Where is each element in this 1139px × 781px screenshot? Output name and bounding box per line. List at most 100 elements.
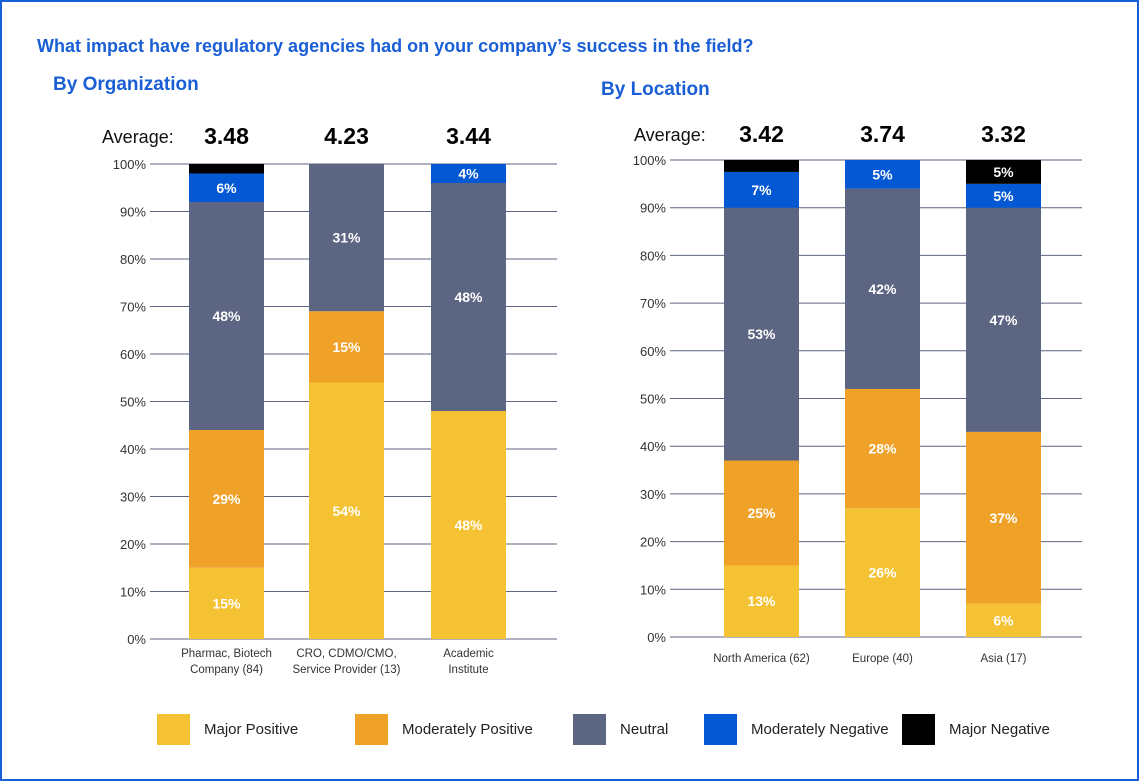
- average-value: 3.32: [981, 121, 1026, 147]
- bar-segment: [966, 183, 1041, 208]
- data-label: 25%: [747, 505, 776, 521]
- bar-segment: [189, 202, 264, 430]
- y-tick-label: 20%: [120, 537, 146, 552]
- bar-segment: [431, 411, 506, 639]
- data-label: 7%: [751, 182, 772, 198]
- bar-segment: [845, 388, 920, 509]
- data-label: 5%: [993, 164, 1014, 180]
- y-tick-label: 50%: [640, 392, 666, 407]
- y-tick-label: 60%: [120, 347, 146, 362]
- y-tick-label: 20%: [640, 535, 666, 550]
- average-label: Average:: [634, 125, 706, 145]
- data-label: 54%: [332, 503, 361, 519]
- bar-segment: [189, 164, 264, 174]
- x-tick-label: Company (84): [190, 664, 263, 676]
- legend-label: Major Positive: [204, 721, 299, 738]
- data-label: 31%: [332, 230, 361, 246]
- bar-segment: [309, 311, 384, 383]
- y-tick-label: 50%: [120, 395, 146, 410]
- y-tick-label: 80%: [120, 252, 146, 267]
- legend-label: Moderately Positive: [402, 721, 533, 738]
- data-label: 4%: [458, 166, 479, 182]
- bar-segment: [309, 164, 384, 312]
- x-tick-label: Institute: [448, 664, 488, 676]
- bar-segment: [724, 460, 799, 566]
- bar-segment: [966, 207, 1041, 432]
- y-tick-label: 70%: [120, 300, 146, 315]
- y-tick-label: 0%: [647, 630, 666, 645]
- y-tick-label: 30%: [120, 490, 146, 505]
- average-value: 4.23: [324, 123, 369, 149]
- data-label: 5%: [993, 188, 1014, 204]
- data-label: 6%: [216, 180, 237, 196]
- bar-segment: [966, 160, 1041, 184]
- legend-item: Major Positive: [157, 714, 298, 745]
- x-tick-label: Asia (17): [980, 653, 1026, 665]
- legend-swatch: [902, 714, 935, 745]
- y-tick-label: 0%: [127, 632, 146, 647]
- bar-segment: [189, 173, 264, 202]
- average-value: 3.42: [739, 121, 784, 147]
- bar-segment: [724, 565, 799, 637]
- data-label: 48%: [454, 517, 483, 533]
- y-tick-label: 90%: [120, 205, 146, 220]
- legend: Major Positive Moderately Positive Neutr…: [2, 714, 1137, 748]
- chart-title: What impact have regulatory agencies had…: [37, 36, 754, 56]
- y-tick-label: 40%: [640, 439, 666, 454]
- y-tick-label: 10%: [120, 585, 146, 600]
- bar-segment: [724, 171, 799, 208]
- data-label: 26%: [868, 565, 897, 581]
- data-label: 42%: [868, 281, 897, 297]
- bar-segment: [189, 567, 264, 639]
- x-tick-label: CRO, CDMO/CMO,: [296, 648, 396, 660]
- bar-segment: [431, 183, 506, 411]
- x-tick-label: Europe (40): [852, 653, 913, 665]
- average-value: 3.48: [204, 123, 249, 149]
- y-tick-label: 80%: [640, 248, 666, 263]
- y-tick-label: 60%: [640, 344, 666, 359]
- legend-item: Moderately Positive: [355, 714, 533, 745]
- average-label: Average:: [102, 127, 174, 147]
- bar-segment: [431, 164, 506, 183]
- y-tick-label: 100%: [113, 157, 147, 172]
- data-label: 47%: [989, 312, 1018, 328]
- subtitle-organization: By Organization: [53, 74, 199, 95]
- legend-label: Moderately Negative: [751, 721, 889, 738]
- y-tick-label: 30%: [640, 487, 666, 502]
- bar-segment: [966, 431, 1041, 604]
- legend-item: Moderately Negative: [704, 714, 889, 745]
- data-label: 37%: [989, 510, 1018, 526]
- data-label: 48%: [454, 289, 483, 305]
- legend-label: Neutral: [620, 721, 669, 738]
- x-tick-label: North America (62): [713, 653, 810, 665]
- bar-segment: [845, 508, 920, 637]
- y-tick-label: 40%: [120, 442, 146, 457]
- bar-segment: [724, 160, 799, 172]
- legend-swatch: [355, 714, 388, 745]
- legend-item: Major Negative: [902, 714, 1050, 745]
- legend-label: Major Negative: [949, 721, 1050, 738]
- x-tick-label: Pharmac, Biotech: [181, 648, 272, 660]
- average-value: 3.44: [446, 123, 491, 149]
- subtitle-location: By Location: [601, 79, 710, 100]
- data-label: 53%: [747, 326, 776, 342]
- bar-segment: [189, 430, 264, 568]
- legend-item: Neutral: [573, 714, 668, 745]
- data-label: 29%: [212, 491, 241, 507]
- bar-segment: [966, 603, 1041, 637]
- bar-segment: [724, 207, 799, 461]
- x-tick-label: Academic: [443, 648, 494, 660]
- data-label: 5%: [872, 166, 893, 182]
- data-label: 28%: [868, 441, 897, 457]
- legend-swatch: [704, 714, 737, 745]
- bar-segment: [309, 382, 384, 639]
- y-tick-label: 70%: [640, 296, 666, 311]
- data-label: 6%: [993, 612, 1014, 628]
- y-tick-label: 10%: [640, 582, 666, 597]
- legend-swatch: [157, 714, 190, 745]
- legend-swatch: [573, 714, 606, 745]
- y-tick-label: 90%: [640, 201, 666, 216]
- average-value: 3.74: [860, 121, 905, 147]
